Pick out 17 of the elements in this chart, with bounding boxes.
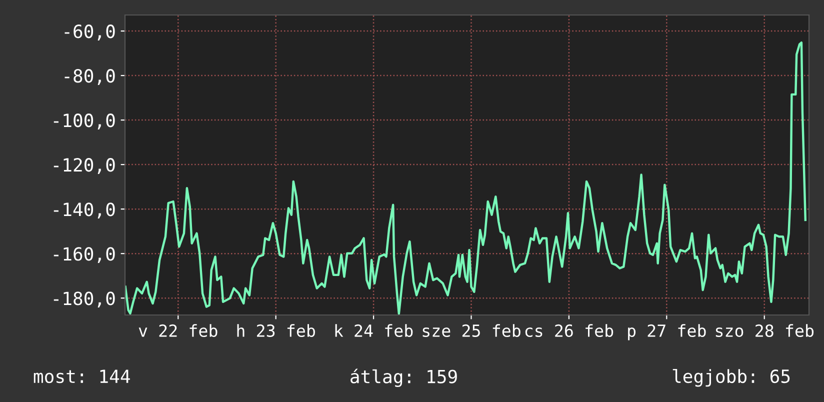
y-tick-label: -80,0	[64, 69, 115, 85]
y-tick-label: -120,0	[54, 158, 115, 174]
text: átlag: 159	[350, 368, 457, 388]
text: legjobb: 65	[672, 369, 790, 387]
y-tick-label: -160,0	[54, 247, 115, 264]
x-tick-label: h 23 feb	[237, 324, 315, 338]
text: most: 144	[34, 370, 130, 384]
x-tick-label: sze 25 feb	[422, 324, 520, 338]
x-tick-label: v 22 feb	[138, 324, 218, 338]
y-tick-label: -60,0	[64, 24, 115, 40]
y-tick-label: -180,0	[54, 292, 115, 308]
x-tick-label: p 27 feb	[628, 324, 706, 340]
x-tick-label: cs 26 feb	[525, 324, 614, 338]
y-tick-label: -140,0	[54, 202, 115, 219]
x-tick-label: k 24 feb	[335, 324, 413, 338]
y-tick-label: -100,0	[54, 114, 115, 130]
x-tick-label: szo 28 feb	[716, 324, 814, 338]
